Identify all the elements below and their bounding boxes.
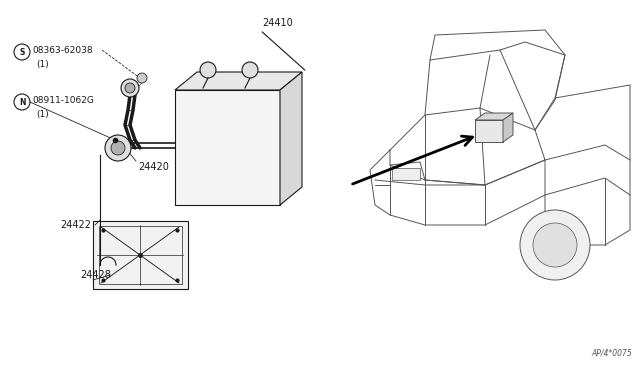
Text: (1): (1): [36, 60, 49, 69]
Text: N: N: [19, 97, 25, 106]
Text: (1): (1): [36, 110, 49, 119]
Text: 08911-1062G: 08911-1062G: [32, 96, 94, 105]
Polygon shape: [475, 113, 513, 120]
Text: 08363-62038: 08363-62038: [32, 45, 93, 55]
Circle shape: [533, 223, 577, 267]
Circle shape: [125, 83, 135, 93]
Text: 24410: 24410: [262, 18, 292, 28]
Text: 24428: 24428: [80, 270, 111, 280]
Circle shape: [200, 62, 216, 78]
Bar: [99, 226, 182, 284]
Circle shape: [137, 73, 147, 83]
Bar: [93, 221, 188, 289]
Bar: [475, 120, 503, 142]
Text: S: S: [19, 48, 25, 57]
Circle shape: [105, 135, 131, 161]
Circle shape: [242, 62, 258, 78]
Text: 24420: 24420: [138, 162, 169, 172]
Circle shape: [520, 210, 590, 280]
Circle shape: [111, 141, 125, 155]
Polygon shape: [503, 113, 513, 142]
Text: 24422: 24422: [60, 220, 91, 230]
Polygon shape: [175, 72, 302, 90]
Circle shape: [121, 79, 139, 97]
Polygon shape: [280, 72, 302, 205]
Bar: [175, 90, 280, 205]
Text: AP/4*0075: AP/4*0075: [591, 349, 632, 358]
Bar: [392, 168, 420, 180]
